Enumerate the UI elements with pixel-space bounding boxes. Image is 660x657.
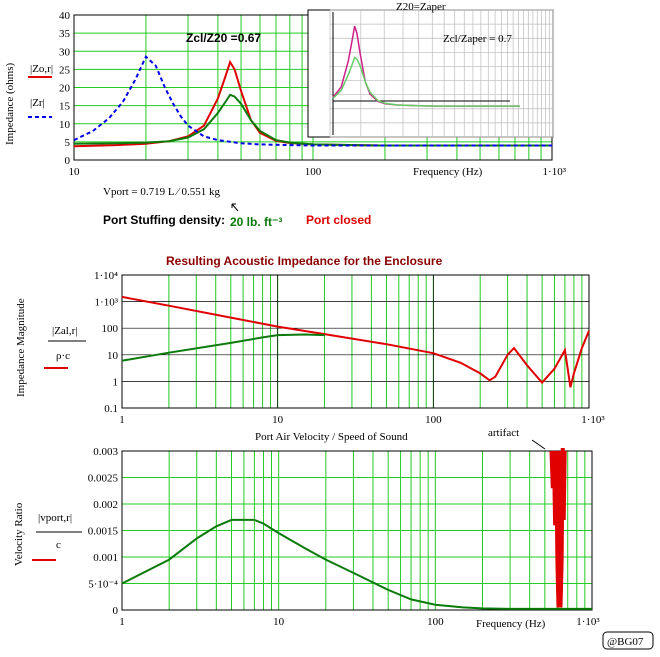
bottom-legend-numerator: |vport,r| [38, 512, 72, 524]
artifact-pointer [531, 439, 546, 450]
bottom-title: Port Air Velocity / Speed of Sound [255, 431, 408, 443]
stuffing-label: Port Stuffing density: [103, 213, 225, 227]
middle-title: Resulting Acoustic Impedance for the Enc… [166, 254, 443, 268]
inset-ratio: Zcl/Zaper = 0.7 [443, 33, 512, 45]
bottom-series-green-line [121, 518, 592, 610]
middle-chart-frame [121, 274, 590, 409]
artifact-label: artifact [488, 427, 519, 439]
top-x-tick: 100 [305, 166, 322, 178]
middle-series-red-line [121, 295, 590, 388]
bottom-chart-grid [122, 451, 592, 610]
bottom-chart-ticks: 0 5·10⁻⁴ 0.001 0.0015 0.002 0.0025 0.003 1 10 100… [88, 446, 601, 628]
bottom-y-tick: 0.0025 [88, 473, 119, 485]
bottom-x-tick: 1·10³ [576, 616, 600, 628]
watermark-box [602, 631, 654, 650]
middle-legend-numerator: |Zal,r| [52, 325, 77, 337]
top-chart-series [73, 55, 552, 148]
middle-legend-denominator: ρ·c [56, 350, 70, 362]
bottom-chart-series [121, 448, 592, 610]
bottom-y-tick: 0.002 [93, 499, 118, 511]
top-y-tick: 5 [65, 137, 71, 149]
bottom-y-tick: 5·10⁻⁴ [88, 579, 118, 591]
top-y-tick: 0 [65, 155, 71, 167]
middle-y-tick: 1 [113, 376, 119, 388]
middle-y-tick: 100 [102, 323, 119, 335]
middle-x-tick: 1 [119, 414, 125, 426]
middle-chart-grid [122, 275, 589, 408]
bottom-y-tick: 0.0015 [88, 526, 119, 538]
port-closed-label: Port closed [306, 213, 371, 227]
inset-chart-series [332, 25, 520, 107]
top-x-label: Frequency (Hz) [413, 166, 483, 178]
stuffing-value: 20 lb. ft⁻³ [230, 215, 282, 229]
top-chart-ticks: 0 5 10 15 20 25 30 35 40 10 100 1·10³ [59, 10, 567, 178]
top-x-tick: 10 [69, 166, 81, 178]
top-y-tick: 10 [59, 119, 71, 131]
bottom-x-tick: 10 [273, 616, 285, 628]
bottom-artifact-band [549, 448, 567, 608]
inset-series-line [332, 56, 520, 107]
top-ratio-annotation: Zcl/Z20 =0.67 [186, 31, 261, 45]
top-series-blue-line [73, 55, 552, 147]
bottom-y-label: Velocity Ratio [13, 502, 25, 566]
middle-series-green-line [121, 333, 325, 362]
bottom-x-tick: 100 [427, 616, 444, 628]
top-y-tick: 20 [59, 83, 71, 95]
top-y-tick: 35 [59, 28, 71, 40]
vport-text: Vport = 0.719 L ∕ 0.551 kg [103, 186, 221, 198]
top-x-tick: 1·10³ [543, 166, 567, 178]
middle-y-tick: 10 [107, 350, 119, 362]
top-legend-blue-text: |Zr| [30, 97, 45, 109]
watermark: @BG07 [607, 636, 644, 648]
bottom-legend-denominator: c [56, 539, 61, 551]
bottom-y-tick: 0.003 [93, 446, 118, 458]
middle-x-tick: 1·10³ [581, 414, 605, 426]
inset-chart-grid [329, 9, 554, 138]
middle-x-tick: 100 [425, 414, 442, 426]
bottom-chart-frame [121, 450, 593, 611]
middle-y-label: Impedance Magnitude [15, 298, 27, 397]
bottom-y-tick: 0 [113, 605, 119, 617]
arrow-icon [231, 203, 239, 212]
middle-y-tick: 1·10³ [95, 297, 119, 309]
bottom-x-tick: 1 [119, 616, 125, 628]
top-y-tick: 30 [59, 46, 71, 58]
top-y-tick: 25 [59, 64, 71, 76]
bottom-y-tick: 0.001 [93, 552, 118, 564]
middle-x-tick: 10 [272, 414, 284, 426]
bottom-x-label: Frequency (Hz) [476, 618, 546, 630]
top-y-tick: 15 [59, 101, 71, 113]
top-y-tick: 40 [59, 10, 71, 22]
middle-y-tick: 0.1 [104, 403, 118, 415]
top-y-label: Impedance (ohms) [4, 63, 16, 145]
middle-chart-series [121, 295, 590, 388]
inset-title: Z20=Zaper [396, 1, 446, 13]
top-legend-red-text: |Zo,r| [30, 63, 53, 75]
middle-y-tick: 1·10⁴ [94, 270, 118, 282]
